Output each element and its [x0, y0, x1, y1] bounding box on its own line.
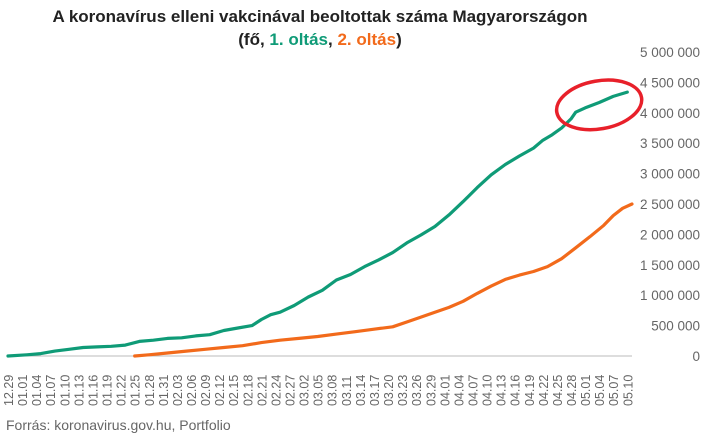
y-tick-label: 4 000 000	[640, 106, 700, 121]
x-tick-label: 01.16	[86, 375, 100, 406]
x-tick-label: 02.27	[284, 375, 298, 406]
x-tick-label: 03.17	[368, 375, 382, 406]
x-tick-label: 01.04	[30, 375, 44, 406]
x-tick-label: 01.28	[143, 375, 157, 406]
x-tick-label: 04.16	[509, 375, 523, 406]
x-tick-label: 03.23	[396, 375, 410, 406]
subtitle-open: (fő,	[238, 30, 270, 49]
x-tick-label: 03.26	[410, 375, 424, 406]
x-tick-label: 01.01	[16, 375, 30, 406]
x-tick-label: 03.20	[382, 375, 396, 406]
x-tick-label: 05.10	[621, 375, 635, 406]
x-tick-label: 02.24	[269, 375, 283, 406]
y-tick-label: 5 000 000	[640, 45, 700, 60]
x-tick-label: 04.10	[481, 375, 495, 406]
x-tick-label: 02.03	[171, 375, 185, 406]
y-tick-label: 500 000	[651, 319, 700, 334]
x-tick-label: 02.12	[213, 375, 227, 406]
x-tick-label: 04.19	[523, 375, 537, 406]
x-tick-label: 03.29	[424, 375, 438, 406]
x-tick-label: 05.01	[579, 375, 593, 406]
x-tick-label: 03.11	[340, 376, 354, 406]
subtitle-series-1: 1. oltás	[269, 30, 329, 49]
y-tick-label: 1 000 000	[640, 288, 700, 303]
subtitle-series-2: 2. oltás	[337, 30, 397, 49]
y-tick-label: 4 500 000	[640, 75, 700, 90]
x-tick-label: 04.28	[565, 375, 579, 406]
x-tick-label: 04.22	[537, 375, 551, 406]
x-tick-label: 04.25	[551, 375, 565, 406]
x-tick-label: 02.09	[199, 375, 213, 406]
x-tick-label: 01.10	[58, 375, 72, 406]
x-tick-label: 03.05	[312, 375, 326, 406]
series-line-1	[6, 90, 629, 358]
y-tick-label: 3 500 000	[640, 136, 700, 151]
x-tick-label: 01.19	[101, 375, 115, 406]
x-tick-label: 04.07	[466, 375, 480, 406]
x-tick-label: 05.07	[607, 375, 621, 406]
x-tick-label: 02.06	[185, 375, 199, 406]
source-note: Forrás: koronavirus.gov.hu, Portfolio	[6, 417, 231, 433]
series-line-2	[133, 202, 634, 358]
x-tick-label: 01.13	[72, 375, 86, 406]
x-tick-label: 01.22	[115, 375, 129, 406]
x-tick-label: 04.04	[452, 375, 466, 406]
y-tick-label: 3 000 000	[640, 167, 700, 182]
x-tick-label: 12.29	[2, 375, 16, 406]
x-tick-label: 01.25	[129, 375, 143, 406]
x-tick-label: 02.21	[255, 375, 269, 406]
x-tick-label: 04.01	[438, 375, 452, 406]
y-tick-label: 0	[692, 349, 700, 364]
x-tick-label: 01.07	[44, 375, 58, 406]
x-tick-label: 01.31	[157, 375, 171, 406]
y-tick-label: 2 000 000	[640, 227, 700, 242]
y-tick-label: 1 500 000	[640, 258, 700, 273]
x-tick-label: 03.08	[326, 375, 340, 406]
x-tick-label: 03.14	[354, 375, 368, 406]
x-tick-label: 04.13	[495, 375, 509, 406]
y-tick-label: 2 500 000	[640, 197, 700, 212]
chart-subtitle: (fő, 1. oltás, 2. oltás)	[0, 30, 640, 50]
x-tick-label: 02.15	[227, 375, 241, 406]
subtitle-sep: ,	[328, 30, 338, 49]
x-tick-label: 03.02	[298, 375, 312, 406]
x-tick-label: 05.04	[593, 375, 607, 406]
chart-title: A koronavírus elleni vakcinával beoltott…	[52, 7, 588, 26]
highlight-ellipse	[554, 78, 644, 132]
x-tick-label: 02.18	[241, 375, 255, 406]
subtitle-close: )	[396, 30, 402, 49]
